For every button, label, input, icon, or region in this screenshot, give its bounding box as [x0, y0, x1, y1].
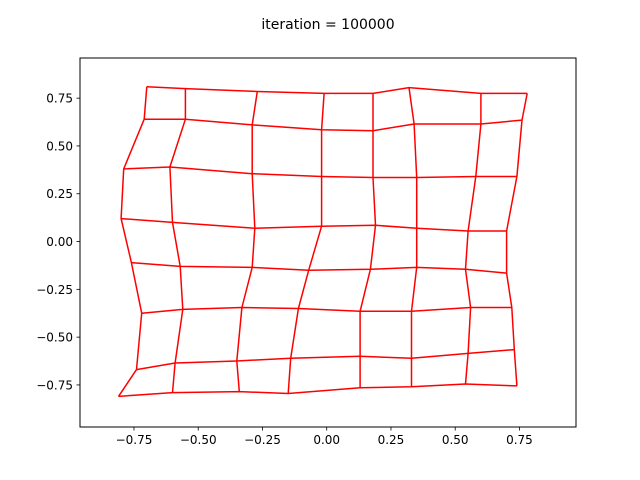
mesh-column-line-1 [169, 88, 187, 393]
y-tick-label: 0.00 [46, 235, 73, 249]
mesh-row-line-3 [121, 217, 507, 232]
x-tick-label: 0.75 [506, 433, 533, 447]
mesh-row-line-1 [144, 118, 523, 132]
x-tick-label: −0.25 [244, 433, 281, 447]
y-tick-label: −0.25 [36, 283, 73, 297]
x-tick-label: 0.50 [442, 433, 469, 447]
x-tick-label: 0.25 [378, 433, 405, 447]
mesh-column-line-4 [359, 93, 377, 388]
mesh-column-line-0 [117, 86, 148, 397]
x-tick-label: 0.00 [313, 433, 340, 447]
x-axis: −0.75 −0.50 −0.25 0.00 0.25 0.50 0.75 [116, 427, 533, 447]
mesh-column-line-6 [464, 93, 482, 385]
mesh-grid [117, 85, 528, 398]
y-tick-label: −0.75 [36, 378, 73, 392]
mesh-column-line-3 [287, 93, 325, 394]
mesh-column-line-2 [236, 91, 259, 392]
mesh-column-line-7 [505, 93, 528, 386]
mesh-row-line-5 [141, 306, 512, 314]
x-tick-label: −0.75 [116, 433, 153, 447]
y-tick-label: 0.50 [46, 139, 73, 153]
y-tick-label: 0.75 [46, 92, 73, 106]
y-axis: −0.75 −0.50 −0.25 0.00 0.25 0.50 0.75 [36, 92, 80, 392]
chart-title: iteration = 100000 [261, 17, 394, 33]
mesh-row-line-0 [146, 85, 528, 95]
axes-frame [79, 57, 577, 428]
y-tick-label: 0.25 [46, 187, 73, 201]
mesh-column-line-5 [408, 87, 418, 387]
y-tick-label: −0.50 [36, 331, 73, 345]
mesh-row-line-6 [136, 348, 515, 371]
mesh-row-line-2 [123, 166, 517, 179]
mesh-row-line-4 [131, 261, 507, 274]
x-tick-label: −0.50 [180, 433, 217, 447]
mesh-row-line-7 [118, 383, 517, 398]
